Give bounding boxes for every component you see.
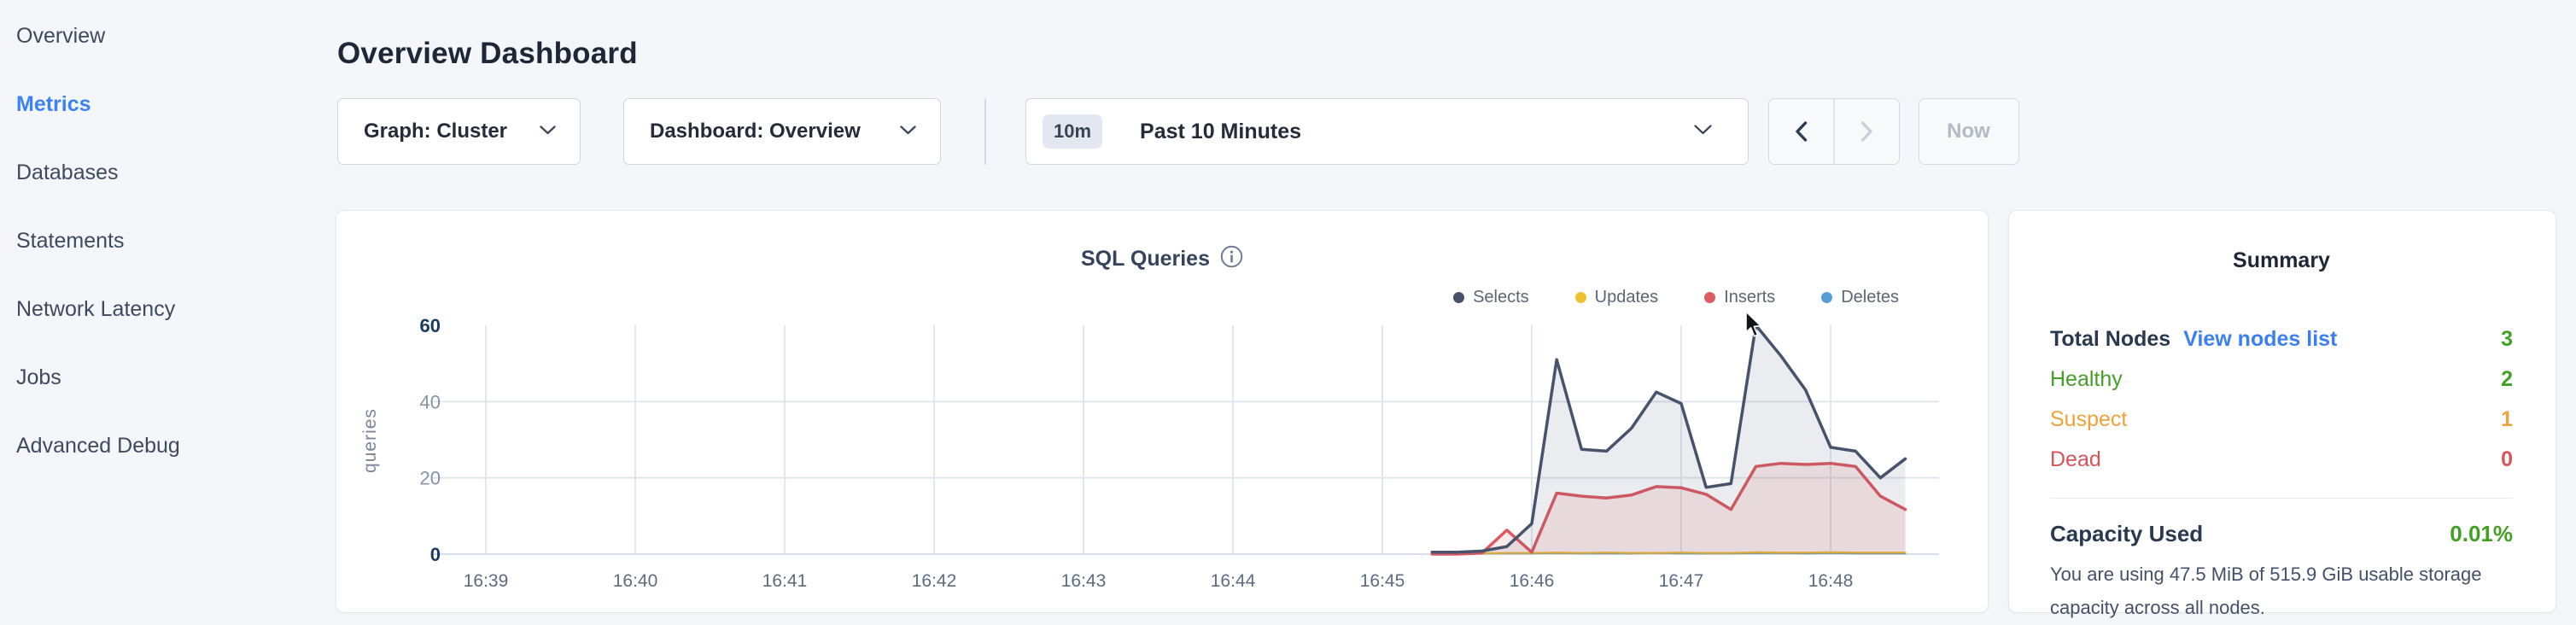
x-tick-label: 16:39 bbox=[464, 571, 509, 591]
chevron-right-icon bbox=[1860, 121, 1873, 142]
x-tick-label: 16:47 bbox=[1659, 571, 1704, 591]
graph-scope-dropdown[interactable]: Graph: Cluster bbox=[337, 98, 581, 165]
sidebar-item-statements[interactable]: Statements bbox=[0, 207, 333, 275]
node-status-row-healthy: Healthy 2 bbox=[2050, 359, 2513, 400]
dashboard-dropdown-label: Dashboard: Overview bbox=[650, 120, 861, 143]
capacity-used-row: Capacity Used 0.01% bbox=[2050, 521, 2513, 547]
chevron-down-icon bbox=[540, 124, 556, 139]
capacity-description: You are using 47.5 MiB of 515.9 GiB usab… bbox=[2050, 558, 2513, 624]
chevron-down-icon bbox=[900, 124, 916, 139]
node-status-row-dead: Dead 0 bbox=[2050, 440, 2513, 480]
node-status-value: 0 bbox=[2501, 447, 2513, 472]
y-tick-label: 60 bbox=[420, 315, 441, 336]
y-axis-title: queries bbox=[360, 408, 380, 473]
total-nodes-label: Total Nodes bbox=[2050, 327, 2170, 352]
summary-divider bbox=[2050, 498, 2513, 499]
summary-title: Summary bbox=[2050, 248, 2513, 273]
node-status-label: Healthy bbox=[2050, 367, 2123, 392]
x-tick-label: 16:48 bbox=[1808, 571, 1854, 591]
x-tick-label: 16:46 bbox=[1510, 571, 1555, 591]
capacity-used-value: 0.01% bbox=[2450, 521, 2513, 547]
toolbar-divider bbox=[984, 98, 986, 165]
time-step-back-button[interactable] bbox=[1769, 99, 1833, 164]
dashboard-dropdown[interactable]: Dashboard: Overview bbox=[623, 98, 941, 165]
sidebar-item-network-latency[interactable]: Network Latency bbox=[0, 275, 333, 343]
summary-panel: Summary Total Nodes View nodes list 3 He… bbox=[2008, 210, 2556, 613]
node-status-value: 2 bbox=[2501, 367, 2513, 392]
area-selects bbox=[1432, 325, 1905, 554]
page-title: Overview Dashboard bbox=[337, 37, 638, 71]
x-tick-label: 16:40 bbox=[613, 571, 658, 591]
x-tick-label: 16:45 bbox=[1360, 571, 1405, 591]
y-tick-label: 40 bbox=[420, 391, 441, 412]
chevron-left-icon bbox=[1795, 121, 1808, 142]
time-step-group bbox=[1768, 98, 1900, 165]
node-status-label: Dead bbox=[2050, 447, 2101, 472]
x-tick-label: 16:41 bbox=[762, 571, 808, 591]
node-status-row-suspect: Suspect 1 bbox=[2050, 400, 2513, 440]
sidebar-item-overview[interactable]: Overview bbox=[0, 2, 333, 70]
sidebar-item-advanced-debug[interactable]: Advanced Debug bbox=[0, 412, 333, 480]
time-step-forward-button[interactable] bbox=[1835, 99, 1899, 164]
capacity-used-label: Capacity Used bbox=[2050, 521, 2203, 547]
total-nodes-row: Total Nodes View nodes list 3 bbox=[2050, 319, 2513, 359]
sidebar-item-databases[interactable]: Databases bbox=[0, 138, 333, 207]
x-tick-label: 16:43 bbox=[1061, 571, 1107, 591]
graph-scope-dropdown-label: Graph: Cluster bbox=[364, 120, 507, 143]
time-range-label: Past 10 Minutes bbox=[1140, 120, 1694, 144]
sidebar-item-metrics[interactable]: Metrics bbox=[0, 70, 333, 138]
chevron-down-icon bbox=[1694, 124, 1712, 139]
node-status-label: Suspect bbox=[2050, 407, 2127, 432]
x-tick-label: 16:44 bbox=[1211, 571, 1256, 591]
y-tick-label: 20 bbox=[420, 468, 441, 489]
sql-queries-chart[interactable]: 16:39 16:40 16:41 16:42 16:43 16:44 16:45 16:46… bbox=[336, 211, 1989, 614]
node-status-value: 1 bbox=[2501, 407, 2513, 432]
y-tick-label: 0 bbox=[430, 544, 441, 565]
time-range-picker[interactable]: 10m Past 10 Minutes bbox=[1025, 98, 1749, 165]
mouse-cursor-icon bbox=[1744, 311, 1767, 344]
view-nodes-list-link[interactable]: View nodes list bbox=[2183, 327, 2337, 352]
toolbar: Graph: Cluster Dashboard: Overview 10m P… bbox=[337, 98, 2019, 165]
sidebar-item-jobs[interactable]: Jobs bbox=[0, 343, 333, 412]
total-nodes-value: 3 bbox=[2501, 327, 2513, 352]
now-button[interactable]: Now bbox=[1919, 98, 2019, 165]
x-tick-label: 16:42 bbox=[912, 571, 957, 591]
time-range-badge: 10m bbox=[1043, 114, 1102, 149]
